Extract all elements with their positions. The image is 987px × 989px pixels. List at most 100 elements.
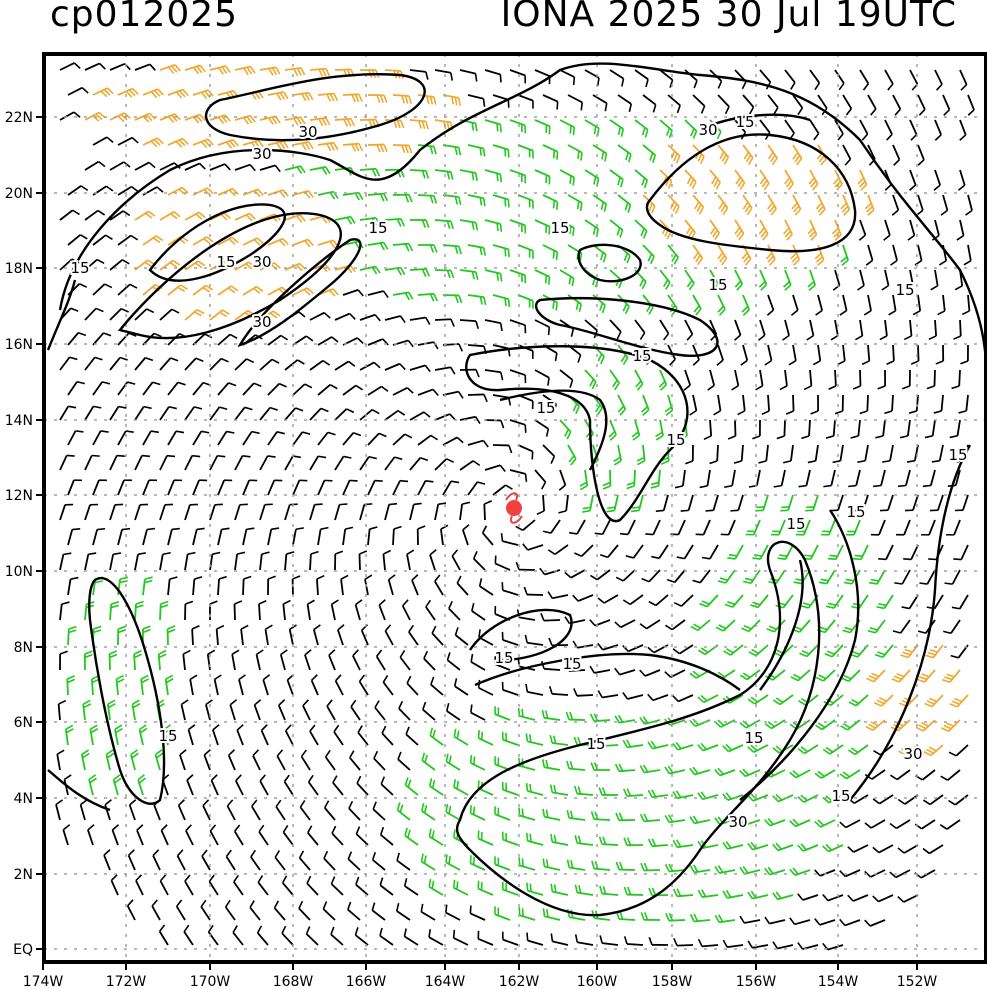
wind-barb	[608, 419, 617, 441]
wind-barb	[550, 883, 569, 896]
lon-tick-label: 154W	[818, 974, 859, 989]
wind-barb	[822, 794, 844, 804]
wind-barb	[886, 344, 895, 365]
wind-barb	[897, 894, 919, 903]
wind-barb	[523, 586, 544, 596]
wind-barb	[667, 244, 679, 265]
wind-barb	[584, 119, 600, 137]
wind-barb	[782, 444, 794, 464]
wind-barb	[142, 576, 153, 596]
wind-barb	[842, 144, 852, 166]
wind-barb	[342, 432, 362, 446]
wind-barb	[517, 94, 534, 109]
wind-barb	[714, 719, 736, 728]
wind-barb	[590, 762, 611, 771]
wind-barb	[67, 528, 81, 546]
wind-barb	[707, 369, 716, 391]
wind-barb	[232, 925, 244, 946]
wind-barb	[392, 525, 402, 546]
wind-barb	[909, 69, 919, 91]
wind-barb	[737, 394, 746, 416]
wind-barb	[159, 405, 177, 421]
wind-barb	[63, 774, 72, 796]
wind-barb	[137, 774, 146, 796]
wind-barb	[574, 934, 594, 946]
wind-barb	[409, 502, 422, 521]
wind-barb	[599, 935, 619, 946]
wind-barb	[164, 674, 174, 696]
wind-barb	[599, 885, 619, 896]
wind-barb	[117, 283, 138, 296]
contour-label: 30	[252, 313, 271, 331]
wind-barb	[664, 765, 686, 775]
contour-label: 15	[708, 276, 727, 294]
wind-barb	[965, 194, 973, 216]
wind-barb	[614, 714, 636, 724]
wind-barb	[834, 69, 845, 91]
wind-barb	[626, 469, 636, 490]
wind-barb	[82, 699, 92, 721]
wind-barb	[434, 366, 456, 375]
wind-barb	[501, 631, 519, 646]
wind-barb	[747, 940, 769, 949]
wind-barb	[209, 65, 231, 75]
wind-barb	[453, 678, 469, 696]
wind-barb	[309, 67, 331, 77]
wind-barb	[501, 781, 519, 796]
wind-barb	[784, 69, 796, 90]
wind-barb	[739, 915, 761, 924]
wind-barb	[494, 756, 511, 771]
lat-tick-label: 14N	[5, 413, 33, 429]
wind-barb	[772, 842, 794, 852]
wind-barb	[957, 169, 966, 191]
wind-barb	[167, 333, 187, 346]
wind-barb	[309, 311, 331, 321]
wind-barb	[501, 881, 519, 896]
wind-barb	[217, 138, 239, 149]
wind-barb	[598, 836, 619, 846]
wind-barb	[182, 649, 191, 671]
wind-barb	[685, 444, 694, 465]
wind-barb	[117, 381, 136, 396]
wind-barb	[877, 369, 886, 390]
lon-tick-label: 152W	[897, 974, 938, 989]
wind-barb	[411, 574, 419, 596]
wind-barb	[417, 244, 438, 253]
wind-barb	[330, 876, 344, 896]
wind-speed-contours	[46, 62, 986, 917]
wind-barb	[642, 94, 657, 113]
wind-barb	[759, 119, 771, 140]
wind-barb	[417, 434, 439, 446]
wind-barb	[823, 469, 836, 488]
wind-barb	[659, 69, 674, 88]
wind-barb	[790, 669, 811, 682]
wind-barb	[640, 912, 661, 921]
wind-barb	[494, 706, 511, 721]
wind-barb	[722, 743, 744, 753]
wind-barb	[949, 419, 961, 439]
wind-barb	[224, 899, 236, 921]
wind-barb	[847, 794, 869, 804]
wind-barb	[217, 479, 233, 496]
wind-barb	[814, 819, 836, 828]
wind-barb	[92, 479, 107, 496]
wind-barb	[871, 519, 886, 536]
wind-barb	[109, 210, 131, 221]
wind-barb	[184, 308, 205, 321]
wind-barb	[142, 527, 156, 546]
wind-barb	[536, 494, 546, 516]
wind-barb	[689, 394, 698, 416]
wind-barb	[494, 656, 511, 671]
wind-barb	[235, 774, 244, 796]
wind-barb	[622, 739, 644, 749]
wind-barb	[109, 454, 125, 471]
contour-label: 30	[728, 813, 747, 831]
wind-barb	[501, 931, 519, 946]
wind-barb	[484, 219, 503, 232]
wind-barb	[334, 117, 356, 127]
wind-barb	[692, 94, 706, 114]
wind-barb	[134, 210, 156, 221]
wind-barb	[225, 849, 236, 871]
wind-barb	[217, 575, 227, 596]
wind-barb	[59, 552, 72, 571]
